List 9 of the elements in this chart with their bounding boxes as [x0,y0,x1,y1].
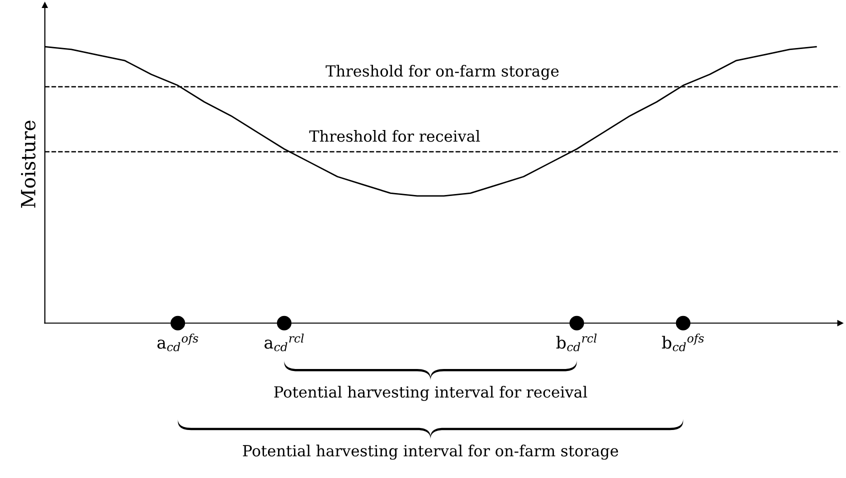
x-tick-label: a$_{cd}$$^{rcl}$ [264,334,304,352]
x-tick-label: b$_{cd}$$^{ofs}$ [662,334,704,352]
text: Potential harvesting interval for on-farm storage [242,444,618,460]
text: Potential harvesting interval for receival [274,386,588,401]
x-tick-label: a$_{cd}$$^{ofs}$ [157,334,198,352]
ref-line-label: Threshold for on-farm storage [326,64,559,80]
y-axis-title: Moisture [20,120,36,208]
ref-line-label: Threshold for receival [309,130,480,142]
x-tick-label: b$_{cd}$$^{rcl}$ [556,334,597,352]
